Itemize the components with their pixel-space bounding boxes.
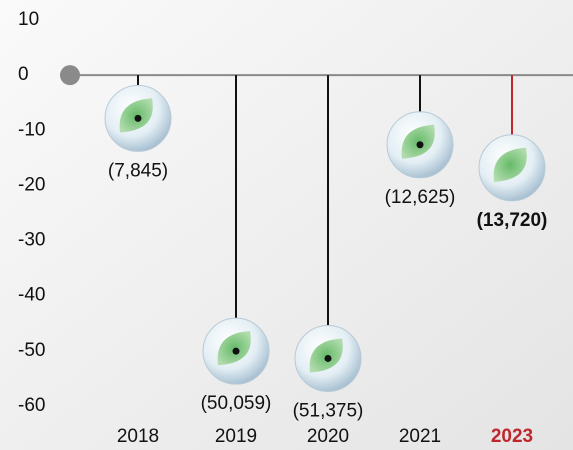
x-tick-label: 2023 xyxy=(491,426,533,447)
value-dot xyxy=(134,114,142,122)
y-tick-label: 0 xyxy=(18,64,29,85)
y-tick-label: -30 xyxy=(18,230,45,251)
y-tick-label: 10 xyxy=(18,9,39,30)
value-label: (50,059) xyxy=(201,393,272,414)
value-label: (51,375) xyxy=(293,400,364,421)
value-dot xyxy=(416,141,424,149)
y-tick-label: -10 xyxy=(18,119,45,140)
baseline-dot xyxy=(60,65,80,86)
x-tick-label: 2018 xyxy=(117,426,159,447)
x-tick-label: 2021 xyxy=(399,426,441,447)
value-label: (12,625) xyxy=(385,187,456,208)
y-tick-label: -20 xyxy=(18,174,45,195)
x-tick-label: 2020 xyxy=(307,426,349,447)
value-dot xyxy=(324,354,332,362)
y-tick-label: -50 xyxy=(18,340,45,361)
y-tick-label: -40 xyxy=(18,285,45,306)
value-label: (13,720) xyxy=(477,210,548,231)
value-dot xyxy=(232,347,240,355)
y-tick-label: -60 xyxy=(18,395,45,416)
x-tick-label: 2019 xyxy=(215,426,257,447)
leaf xyxy=(493,147,527,182)
value-label: (7,845) xyxy=(108,160,168,181)
